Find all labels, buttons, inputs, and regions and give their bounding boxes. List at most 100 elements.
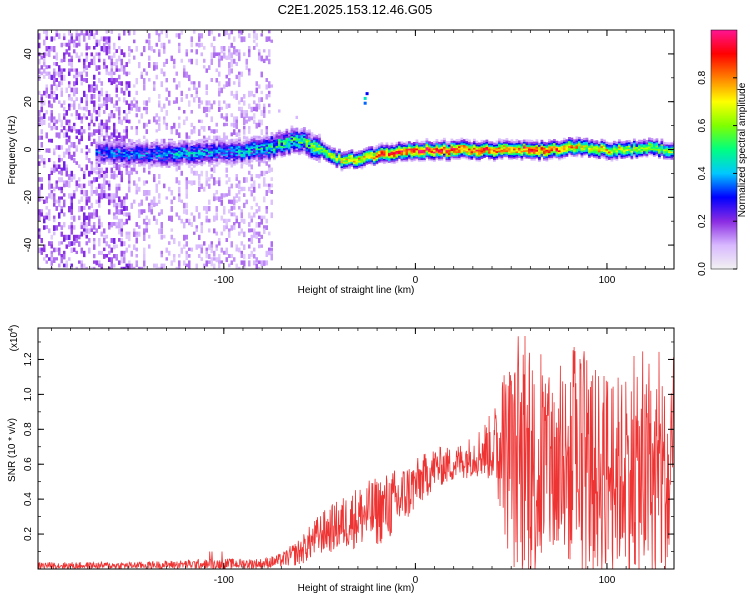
spectrogram-cell <box>155 139 159 143</box>
spectrogram-cell <box>263 136 266 140</box>
spectrogram-cell <box>180 163 184 166</box>
spectrogram-cell <box>38 161 41 166</box>
spectrogram-cell <box>38 68 41 74</box>
spectrogram-cell <box>85 190 88 197</box>
spectrogram-cell <box>113 149 116 153</box>
spectrogram-cell <box>223 143 226 147</box>
spectrogram-cell <box>318 137 321 140</box>
spectrogram-cell <box>110 154 114 157</box>
spectrogram-cell <box>393 149 396 153</box>
spectrogram-cell <box>188 135 191 139</box>
spectrogram-cell <box>225 225 228 230</box>
spectrogram-cell <box>60 241 63 245</box>
spectrogram-cell <box>385 147 389 150</box>
spectrogram-cell <box>258 147 261 151</box>
spectrogram-cell <box>98 151 101 154</box>
spectrogram-cell <box>230 68 233 74</box>
spectrogram-cell <box>220 247 223 253</box>
spectrogram-cell <box>158 212 161 216</box>
spectrogram-cell <box>120 231 123 237</box>
spectrogram-cell <box>195 144 199 148</box>
spectrogram-cell <box>108 144 111 147</box>
spectrogram-cell <box>325 159 329 162</box>
spectrogram-cell <box>110 161 114 164</box>
spectrogram-cell <box>190 58 193 65</box>
spectrogram-cell <box>170 228 173 232</box>
spectrogram-cell <box>265 144 269 147</box>
spectrogram-cell <box>140 52 143 57</box>
spectrogram-cell <box>153 116 156 123</box>
spectrogram-cell <box>235 155 239 158</box>
spectrogram-cell <box>350 164 354 167</box>
spectrogram-cell <box>53 151 56 156</box>
spectrogram-cell <box>195 244 198 250</box>
spectrogram-cell <box>663 151 666 155</box>
spectrogram-cell <box>308 139 311 142</box>
spectrogram-cell <box>100 151 104 155</box>
spectrogram-cell <box>228 151 231 154</box>
spectrogram-cell <box>388 160 391 163</box>
spectrogram-cell <box>170 260 173 266</box>
spectrogram-cell <box>98 141 101 144</box>
spectrogram-cell <box>180 153 184 156</box>
spectrogram-cell <box>190 212 193 216</box>
spectrogram-cell <box>418 142 421 146</box>
spectrogram-cell <box>138 212 141 219</box>
spectrogram-cell <box>625 143 629 147</box>
spectrogram-cell <box>243 156 246 159</box>
spectrogram-cell <box>78 260 81 264</box>
spectrogram-cell <box>210 142 214 145</box>
spectrogram-cell <box>513 147 516 151</box>
spectrogram-cell <box>298 130 301 134</box>
spectrogram-cell <box>618 144 621 147</box>
spectrogram-cell <box>125 142 129 146</box>
spectrogram-cell <box>40 250 43 255</box>
spectrogram-cell <box>113 202 116 208</box>
spectrogram-cell <box>313 157 316 161</box>
spectrogram-cell <box>548 152 551 155</box>
spectrogram-cell <box>600 147 604 150</box>
spectrogram-cell <box>335 150 339 154</box>
spectrogram-cell <box>93 222 96 229</box>
spectrogram-cell <box>103 42 106 47</box>
spectrogram-cell <box>238 106 241 112</box>
spectrogram-cell <box>243 100 246 106</box>
spectrogram-cell <box>575 138 579 141</box>
spectrogram-cell <box>125 164 128 169</box>
spectrogram-cell <box>205 254 208 259</box>
spectrogram-cell <box>243 142 246 146</box>
spectrogram-cell <box>523 141 526 144</box>
spectrogram-cell <box>413 147 416 150</box>
spectrogram-cell <box>60 231 63 237</box>
spectrogram-cell <box>170 234 173 240</box>
spectrogram-cell <box>273 151 276 154</box>
spectrogram-cell <box>658 153 661 156</box>
spectrogram-cell <box>278 143 281 146</box>
spectrogram-cell <box>393 161 396 164</box>
spectrogram-cell <box>233 116 236 123</box>
spectrogram-cell <box>303 143 306 147</box>
spectrogram-cell <box>290 138 294 142</box>
spectrogram-cell <box>178 49 181 54</box>
spectrogram-cell <box>253 228 256 232</box>
spectrogram-cell <box>218 52 221 57</box>
spectrogram-cell <box>420 149 424 152</box>
spectrogram-cell <box>455 155 459 159</box>
spectrogram-cell <box>560 148 564 152</box>
spectrogram-cell <box>168 100 171 106</box>
spectrogram-cell <box>263 113 266 118</box>
spectrogram-cell <box>195 225 198 232</box>
spectrogram-cell <box>145 222 148 226</box>
spectrogram-cell <box>210 247 213 254</box>
spectrogram-cell <box>248 116 251 122</box>
spectrogram-cell <box>220 215 223 221</box>
spectrogram-cell <box>528 146 531 149</box>
spectrogram-cell <box>255 155 259 159</box>
spectrogram-cell <box>233 151 236 155</box>
spectrogram-cell <box>298 152 301 156</box>
spectrogram-cell <box>173 144 176 147</box>
spectrogram-cell <box>163 153 166 156</box>
spectrogram-cell <box>183 148 186 152</box>
spectrogram-cell <box>115 147 119 150</box>
spectrogram-cell <box>100 167 103 174</box>
